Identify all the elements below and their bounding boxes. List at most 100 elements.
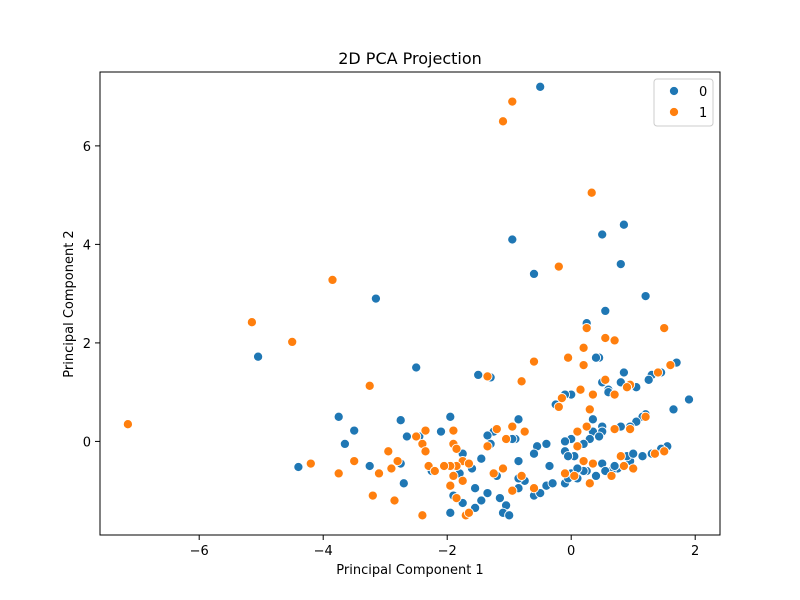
point-series-1 — [420, 446, 431, 457]
point-series-1 — [516, 470, 527, 481]
point-series-1 — [652, 367, 664, 378]
point-series-0 — [482, 488, 493, 499]
point-series-0 — [528, 448, 540, 459]
point-series-1 — [563, 352, 574, 363]
point-series-1 — [411, 431, 422, 442]
point-series-1 — [439, 460, 450, 472]
point-series-1 — [587, 389, 598, 400]
point-series-1 — [386, 463, 397, 474]
point-series-0 — [364, 460, 375, 472]
point-series-1 — [609, 389, 620, 400]
point-series-0 — [600, 305, 611, 316]
point-series-0 — [640, 291, 651, 302]
point-series-0 — [435, 426, 447, 437]
point-series-0 — [590, 352, 602, 363]
point-series-1 — [665, 360, 676, 371]
legend-box — [653, 78, 714, 127]
point-series-1 — [528, 483, 540, 494]
point-series-1 — [649, 448, 660, 459]
point-series-0 — [401, 431, 412, 442]
legend-label-1: 1 — [699, 106, 707, 121]
point-series-1 — [420, 425, 431, 436]
legend-label-0: 0 — [699, 85, 707, 100]
axes-frame — [99, 71, 721, 536]
point-series-1 — [482, 371, 493, 382]
point-series-0 — [563, 451, 574, 462]
point-series-1 — [621, 382, 633, 393]
point-series-1 — [364, 380, 375, 391]
point-series-1 — [659, 446, 670, 457]
point-series-0 — [395, 415, 406, 426]
point-series-0 — [615, 259, 626, 270]
point-series-1 — [578, 456, 589, 467]
point-series-1 — [586, 187, 597, 198]
point-series-1 — [600, 374, 611, 385]
chart-title: 2D PCA Projection — [338, 49, 482, 68]
y-tick-label: 4 — [83, 238, 91, 253]
point-series-0 — [476, 453, 487, 464]
point-series-1 — [367, 490, 378, 501]
point-series-0 — [470, 483, 481, 494]
point-series-0 — [618, 367, 629, 378]
point-series-1 — [581, 421, 592, 432]
point-series-0 — [528, 268, 540, 279]
point-series-1 — [640, 411, 651, 422]
point-series-1 — [392, 456, 403, 467]
y-tick-label: 0 — [83, 435, 91, 450]
point-series-0 — [513, 456, 524, 467]
point-series-1 — [528, 356, 540, 367]
x-tick-label: −2 — [438, 544, 457, 559]
point-series-1 — [609, 335, 620, 346]
point-series-1 — [572, 426, 583, 437]
point-series-1 — [383, 446, 394, 457]
y-tick-label: 6 — [83, 140, 91, 155]
point-series-1 — [327, 274, 338, 285]
point-series-1 — [429, 465, 440, 477]
point-series-0 — [683, 394, 695, 405]
legend-marker-1 — [668, 106, 680, 118]
point-series-1 — [584, 478, 595, 489]
point-series-1 — [553, 401, 564, 412]
point-series-0 — [628, 448, 639, 459]
point-series-1 — [519, 426, 530, 437]
point-series-1 — [463, 458, 474, 469]
point-series-0 — [473, 369, 484, 380]
point-series-0 — [513, 414, 524, 425]
point-series-1 — [584, 404, 595, 415]
point-series-1 — [497, 463, 509, 474]
point-series-0 — [476, 495, 487, 506]
point-series-1 — [488, 468, 499, 479]
point-series-1 — [609, 424, 620, 435]
point-series-0 — [587, 414, 598, 425]
point-series-0 — [643, 374, 654, 385]
point-series-0 — [482, 430, 493, 441]
point-series-0 — [609, 460, 620, 472]
point-series-1 — [615, 451, 626, 462]
point-series-1 — [305, 458, 316, 469]
point-series-1 — [578, 342, 589, 353]
point-series-0 — [445, 507, 456, 518]
point-series-0 — [494, 493, 505, 504]
point-series-1 — [417, 510, 428, 521]
point-series-1 — [628, 463, 639, 474]
point-series-1 — [246, 317, 257, 328]
plot-area: −6 −4 −2 0 2 0 2 4 6 — [83, 71, 721, 559]
point-series-1 — [553, 261, 564, 272]
point-series-0 — [618, 219, 629, 230]
point-series-0 — [559, 436, 571, 447]
point-series-1 — [559, 468, 571, 479]
legend-marker-0 — [668, 85, 680, 97]
point-series-1 — [287, 336, 298, 347]
point-series-1 — [516, 376, 527, 387]
point-series-0 — [637, 451, 648, 462]
point-series-0 — [398, 478, 409, 489]
point-series-1 — [625, 424, 636, 435]
point-series-1 — [575, 384, 586, 395]
point-series-1 — [507, 421, 518, 432]
point-series-1 — [497, 116, 509, 127]
point-series-0 — [339, 438, 350, 449]
x-tick-label: 2 — [691, 544, 699, 559]
point-series-1 — [463, 507, 474, 518]
point-series-0 — [544, 460, 555, 472]
y-axis-label: Principal Component 2 — [62, 230, 77, 377]
